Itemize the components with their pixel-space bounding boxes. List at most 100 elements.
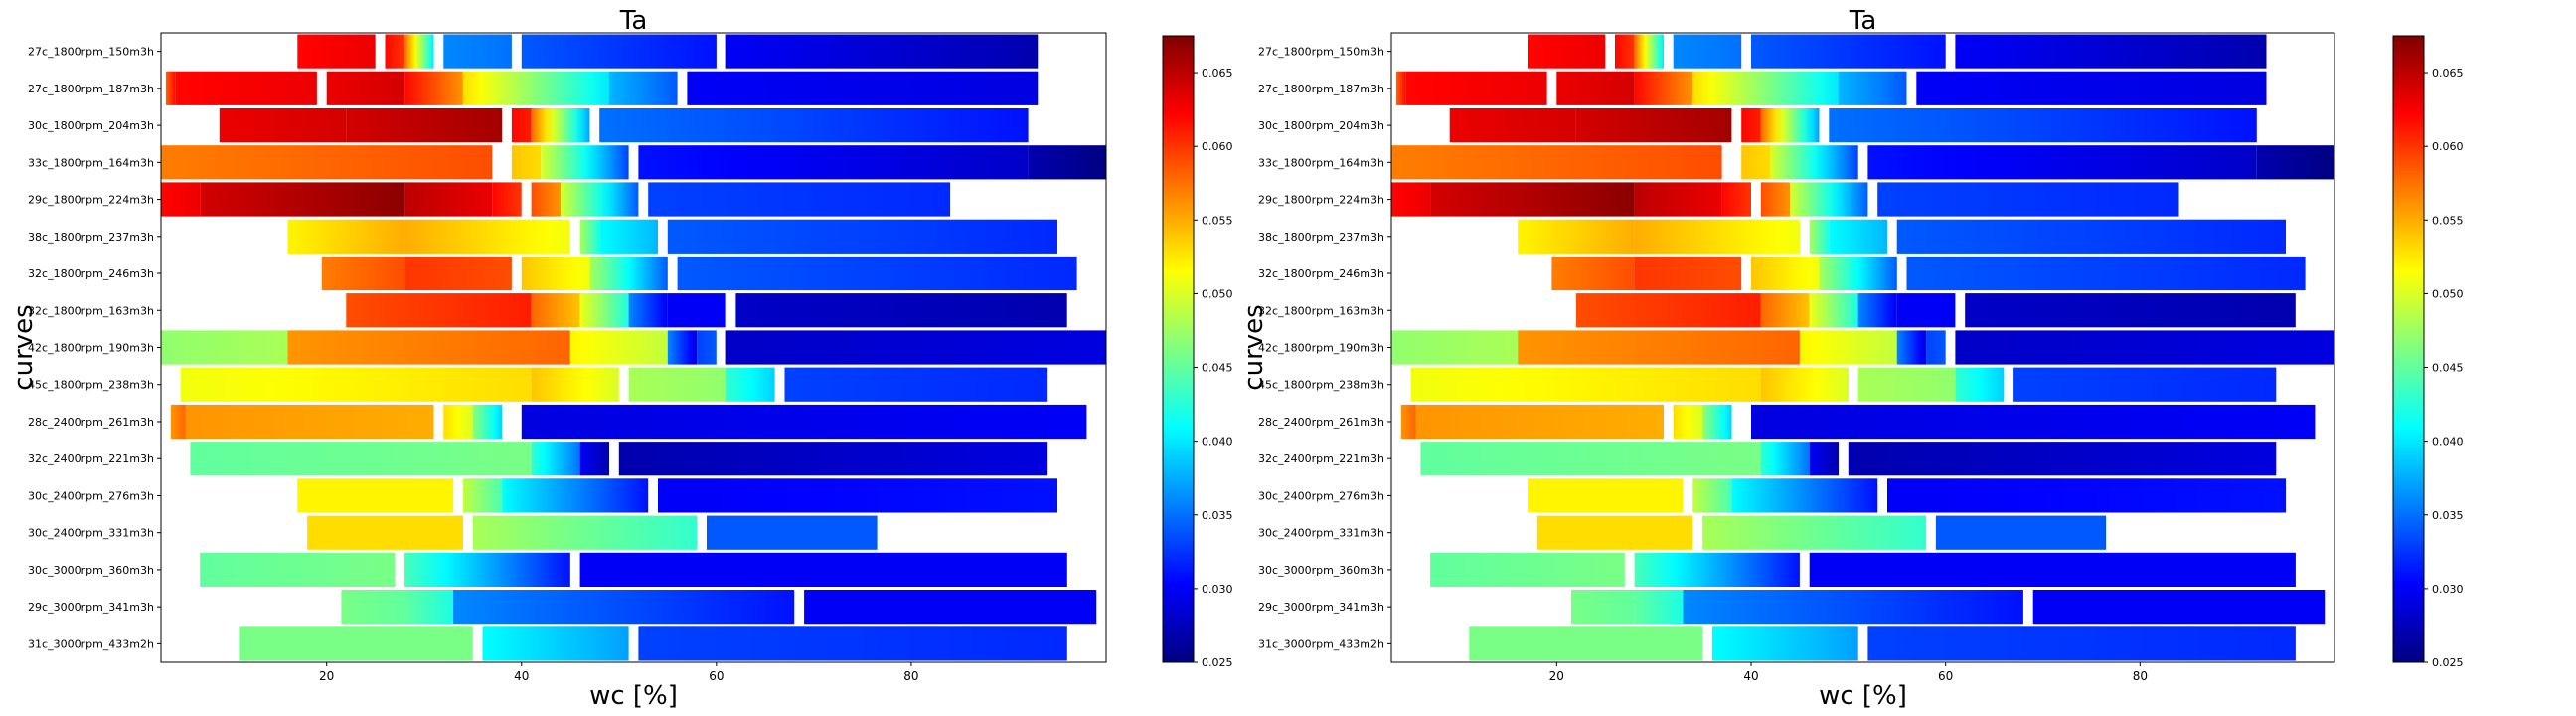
chart-panel-2: 27c_1800rpm_150m3h 27c_1800rpm_187m3h 30c_…: [1239, 6, 2464, 711]
y-tick-label: 33c_1800rpm_164m3h: [28, 156, 154, 169]
heat-segment: [707, 515, 878, 550]
heat-segment: [599, 219, 658, 254]
colorbar-tick-label: 0.025: [1202, 656, 1233, 669]
heat-segment: [1819, 256, 1897, 291]
heat-segment: [287, 330, 570, 365]
heat-segment: [321, 256, 405, 291]
heat-segment: [200, 552, 396, 587]
heat-segment: [1896, 219, 2286, 254]
colorbar-tick-label: 0.060: [1202, 140, 1233, 153]
y-tick-label: 45c_1800rpm_238m3h: [1258, 379, 1384, 392]
heat-segment: [609, 71, 678, 105]
heat-segment: [1395, 71, 1406, 105]
heat-segment: [385, 34, 405, 69]
y-tick-label: 29c_3000rpm_341m3h: [28, 601, 154, 614]
colorbar-tick-label: 0.030: [1202, 583, 1233, 596]
colorbar-tick-label: 0.045: [1202, 362, 1233, 375]
heat-segment: [638, 145, 1029, 180]
heat-segment: [687, 71, 1039, 105]
heat-segment: [1760, 442, 1810, 476]
y-tick-label: 27c_1800rpm_187m3h: [28, 83, 154, 95]
heat-segment: [1760, 367, 1849, 402]
heat-segment: [579, 219, 600, 254]
heat-segment: [677, 256, 1077, 291]
chart-title: Ta: [1849, 6, 1877, 36]
heat-segment: [561, 182, 639, 217]
heat-segment: [185, 404, 434, 440]
heat-segment: [1751, 256, 1820, 291]
heat-segment: [175, 71, 317, 105]
x-axis-label: wc [%]: [589, 681, 678, 711]
heat-segment: [443, 404, 473, 440]
y-tick-label: 38c_1800rpm_237m3h: [1258, 231, 1384, 244]
heat-segment: [1829, 108, 2257, 143]
colorbar-tick-label: 0.045: [2432, 362, 2464, 375]
y-tick-label: 32c_1800rpm_163m3h: [28, 304, 154, 317]
heat-segment: [1410, 367, 1761, 402]
heat-segment: [569, 330, 668, 365]
heat-segment: [1634, 34, 1664, 69]
heat-segment: [1430, 182, 1635, 217]
heat-segment: [502, 478, 649, 513]
heat-segment: [531, 108, 590, 143]
colorbar-tick-label: 0.035: [1202, 509, 1233, 522]
heat-segment: [1571, 590, 1635, 625]
heat-segment: [165, 71, 176, 105]
heat-segment: [1673, 404, 1703, 440]
heat-segment: [648, 182, 951, 217]
heat-segment: [1702, 404, 1732, 440]
colorbar-tick-label: 0.050: [1202, 287, 1233, 300]
colorbar-tick-label: 0.055: [1202, 214, 1233, 227]
heat-segment: [1702, 515, 1927, 550]
y-tick-label: 27c_1800rpm_150m3h: [28, 46, 154, 59]
colorbar: [2392, 35, 2425, 663]
heat-segment: [1955, 367, 2005, 402]
heat-segment: [1634, 71, 1693, 105]
heat-segment: [297, 34, 376, 69]
colorbar-tick-label: 0.025: [2432, 656, 2464, 669]
heat-segment: [1955, 34, 2267, 69]
x-tick-label: 60: [1938, 669, 1953, 683]
heat-segment: [1634, 590, 1684, 625]
colorbar-tick-label: 0.040: [2432, 436, 2464, 448]
heat-segment: [579, 442, 609, 476]
heat-segment: [1634, 219, 1800, 254]
colorbar-tick-label: 0.050: [2432, 287, 2464, 300]
heat-segment: [341, 590, 405, 625]
heat-segment: [1857, 293, 1897, 328]
heat-segment: [161, 145, 493, 180]
heat-segment: [161, 182, 201, 217]
y-tick-label: 29c_1800rpm_224m3h: [1258, 194, 1384, 207]
heat-segment: [404, 182, 493, 217]
heat-segment: [346, 108, 503, 143]
heat-segment: [1887, 478, 2287, 513]
y-tick-label: 29c_3000rpm_341m3h: [1258, 601, 1384, 614]
heat-segment: [1809, 442, 1840, 476]
heat-segment: [1741, 108, 1761, 143]
heat-segment: [1877, 182, 2179, 217]
heat-segment: [1829, 219, 1887, 254]
heat-segment: [472, 515, 698, 550]
x-tick-label: 40: [514, 669, 529, 683]
heat-segment: [462, 71, 609, 105]
heat-segment: [725, 34, 1039, 69]
colorbar: [1162, 35, 1195, 663]
heat-segment: [1673, 34, 1742, 69]
chart-panel-1: 27c_1800rpm_150m3h 27c_1800rpm_187m3h 30c_…: [9, 6, 1233, 711]
y-tick-label: 42c_1800rpm_190m3h: [1258, 342, 1384, 355]
heat-segment: [200, 182, 405, 217]
heat-segment: [472, 404, 503, 440]
y-tick-label: 29c_1800rpm_224m3h: [28, 194, 154, 207]
heat-segment: [492, 182, 522, 217]
heat-segment: [1634, 552, 1800, 587]
heat-segment: [1955, 330, 2334, 365]
heat-segment: [1809, 293, 1858, 328]
heat-segment: [1770, 145, 1858, 180]
heat-segment: [1896, 293, 1956, 328]
heat-segment: [404, 552, 570, 587]
y-tick-label: 27c_1800rpm_187m3h: [1258, 83, 1384, 95]
heat-segment: [307, 515, 463, 550]
heat-segment: [541, 145, 629, 180]
y-tick-label: 28c_2400rpm_261m3h: [1258, 416, 1384, 429]
heat-segment: [404, 219, 570, 254]
